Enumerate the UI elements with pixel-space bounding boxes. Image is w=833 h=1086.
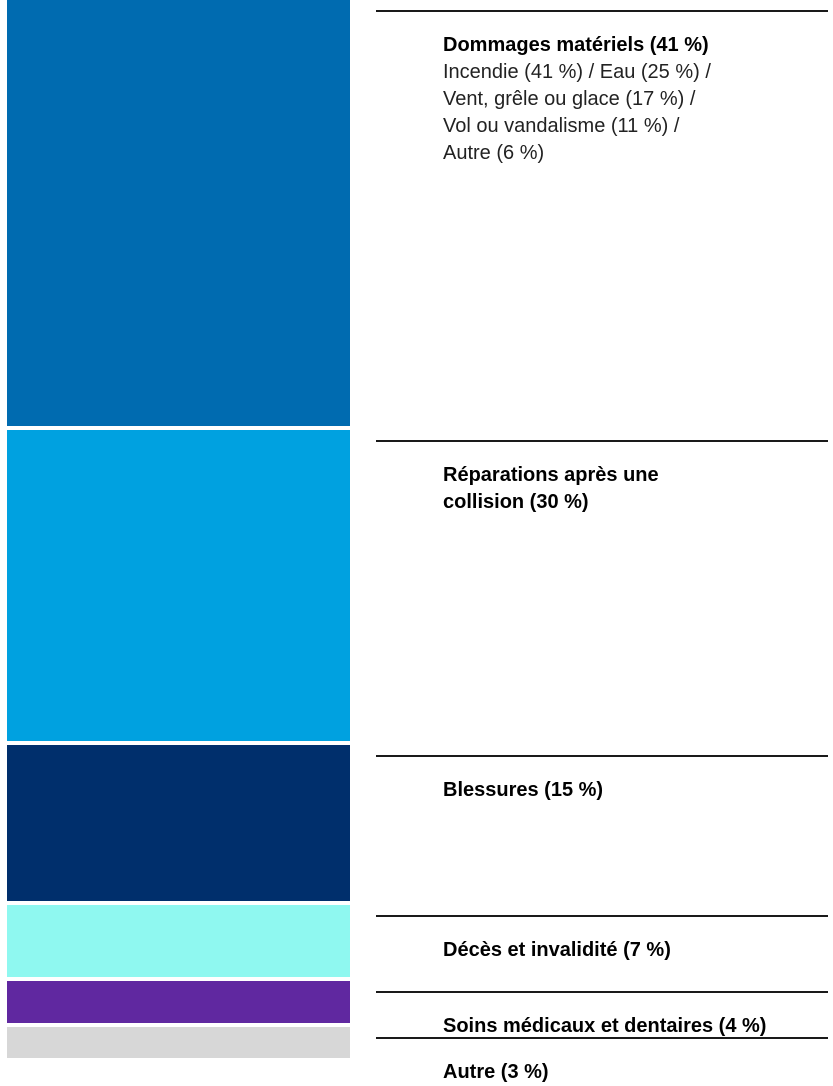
segment-detail-line: Incendie (41 %) / Eau (25 %) / — [443, 61, 711, 83]
segment-title: Blessures (15 %) — [443, 778, 604, 801]
bar-segment — [7, 904, 350, 978]
segment-title: Dommages matériels (41 %) — [443, 34, 709, 56]
label-rule — [376, 991, 828, 994]
segment-detail-line: Vol ou vandalisme (11 %) / — [443, 115, 680, 137]
label-rule — [376, 439, 828, 442]
bar-segment — [7, 0, 350, 426]
segment-label: Soins médicaux et dentaires (4 %) — [443, 1013, 833, 1040]
segment-label: Autre (3 %) — [443, 1059, 833, 1086]
segment-label: Réparations après une collision (30 %) — [443, 462, 833, 516]
stacked-bar-chart: Dommages matériels (41 %) Incendie (41 %)… — [7, 0, 833, 1083]
segment-label: Dommages matériels (41 %) Incendie (41 %)… — [443, 32, 833, 167]
label-rule — [376, 914, 828, 917]
label-rule — [376, 1036, 828, 1039]
segment-title: Soins médicaux et dentaires (4 %) — [443, 1015, 767, 1038]
segment-label: Décès et invalidité (7 %) — [443, 937, 833, 964]
segment-label: Blessures (15 %) — [443, 777, 833, 804]
label-rule — [376, 10, 828, 12]
bar-segment — [7, 429, 350, 741]
segment-detail-line: Vent, grêle ou glace (17 %) / — [443, 88, 696, 110]
segment-title: Réparations après une collision (30 %) — [443, 463, 659, 513]
label-rule — [376, 754, 828, 757]
bar-segment — [7, 981, 350, 1023]
bar-segment — [7, 744, 350, 901]
segment-title: Autre (3 %) — [443, 1060, 549, 1083]
bar-segment — [7, 1026, 350, 1058]
segment-title: Décès et invalidité (7 %) — [443, 938, 671, 961]
segment-detail-line: Autre (6 %) — [443, 142, 545, 164]
